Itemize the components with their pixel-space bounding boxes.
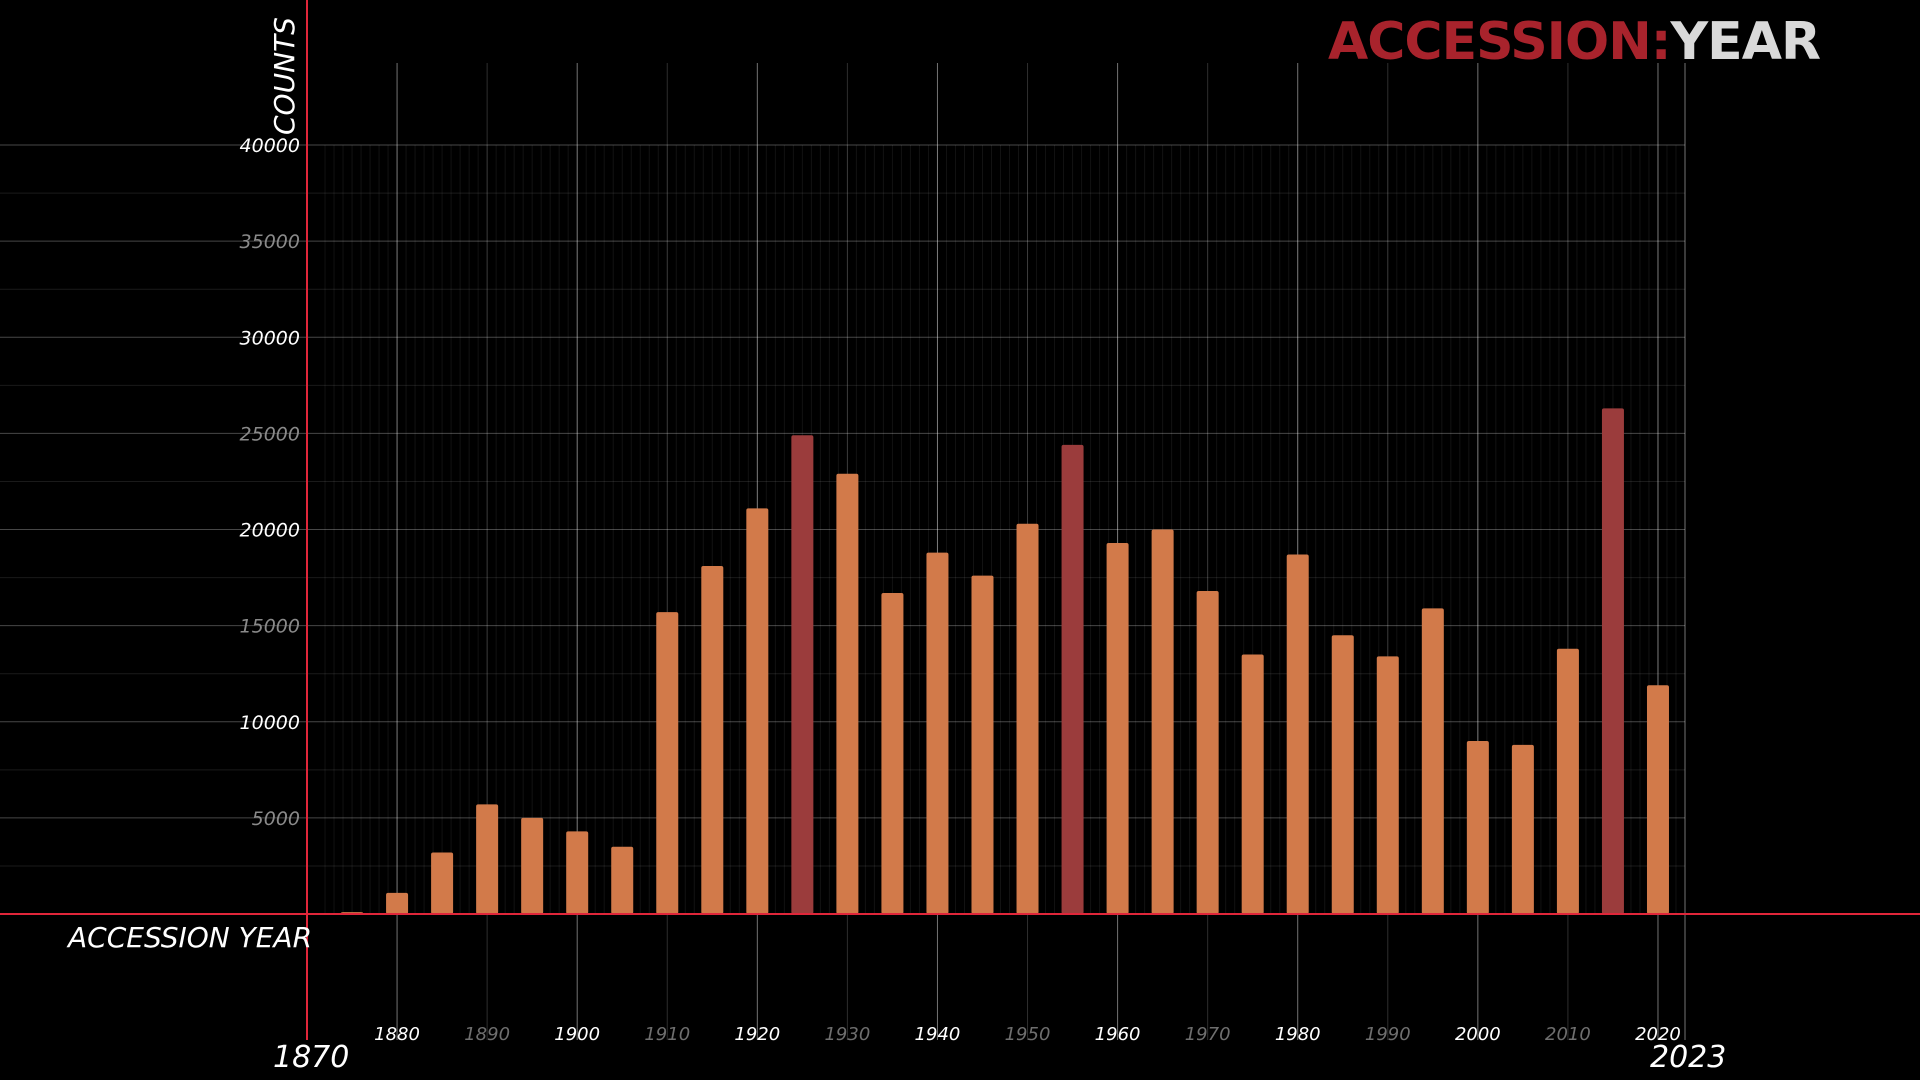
- x-tick-label: 1960: [1095, 1024, 1141, 1045]
- y-axis-label: COUNTS: [268, 17, 301, 135]
- x-tick-label: 1930: [824, 1024, 870, 1045]
- x-range-max-label: 2023: [1650, 1040, 1727, 1075]
- bar: [1151, 529, 1174, 914]
- y-tick-label: 10000: [240, 712, 300, 734]
- bar: [1286, 554, 1309, 914]
- bar: [926, 552, 949, 914]
- y-tick-label: 25000: [240, 423, 300, 445]
- bar: [1511, 744, 1534, 914]
- x-tick-label: 1970: [1185, 1024, 1231, 1045]
- x-tick-label: 1920: [734, 1024, 780, 1045]
- bar: [566, 831, 589, 914]
- bar: [746, 508, 769, 914]
- y-tick-label: 35000: [240, 231, 300, 253]
- y-tick-label: 20000: [240, 520, 300, 542]
- bar-highlight: [1061, 444, 1084, 914]
- x-tick-label: 1900: [554, 1024, 600, 1045]
- bar: [1421, 608, 1444, 914]
- bar: [1331, 635, 1354, 914]
- chart-title-part2: YEAR: [1670, 12, 1821, 72]
- x-tick-label: 2010: [1545, 1024, 1591, 1045]
- bar: [1241, 654, 1264, 914]
- bar: [656, 612, 679, 914]
- bar: [386, 892, 409, 914]
- bar: [881, 592, 904, 914]
- x-tick-label: 1950: [1005, 1024, 1051, 1045]
- x-tick-label: 1990: [1365, 1024, 1411, 1045]
- bar-highlight: [791, 435, 814, 914]
- x-axis-label: ACCESSION YEAR: [68, 921, 313, 954]
- chart-title: ACCESSION:YEAR: [1328, 12, 1821, 72]
- x-tick-label: 2020: [1635, 1024, 1681, 1045]
- bar: [836, 473, 859, 914]
- y-tick-label: 40000: [240, 135, 300, 157]
- bar: [1556, 648, 1579, 914]
- x-tick-label: 1940: [915, 1024, 961, 1045]
- bar: [1376, 656, 1399, 914]
- bar: [521, 817, 544, 914]
- bar: [476, 804, 499, 914]
- y-tick-label: 5000: [252, 808, 300, 830]
- bar: [431, 852, 454, 914]
- bar: [1106, 542, 1129, 914]
- x-tick-label: 1880: [374, 1024, 420, 1045]
- y-tick-label: 30000: [240, 327, 300, 349]
- chart-title-part1: ACCESSION:: [1328, 12, 1672, 72]
- bar: [611, 846, 634, 914]
- x-tick-label: 1980: [1275, 1024, 1321, 1045]
- x-tick-label: 2000: [1455, 1024, 1501, 1045]
- bar: [1016, 523, 1039, 914]
- x-tick-label: 1910: [644, 1024, 690, 1045]
- bar: [1646, 685, 1669, 914]
- bar: [1196, 591, 1219, 914]
- y-tick-label: 15000: [240, 616, 300, 638]
- x-tick-label: 1890: [464, 1024, 510, 1045]
- bar: [701, 566, 724, 914]
- bar: [1466, 740, 1489, 914]
- x-range-min-label: 1870: [273, 1040, 350, 1075]
- bar-highlight: [1601, 408, 1624, 914]
- bar: [971, 575, 994, 914]
